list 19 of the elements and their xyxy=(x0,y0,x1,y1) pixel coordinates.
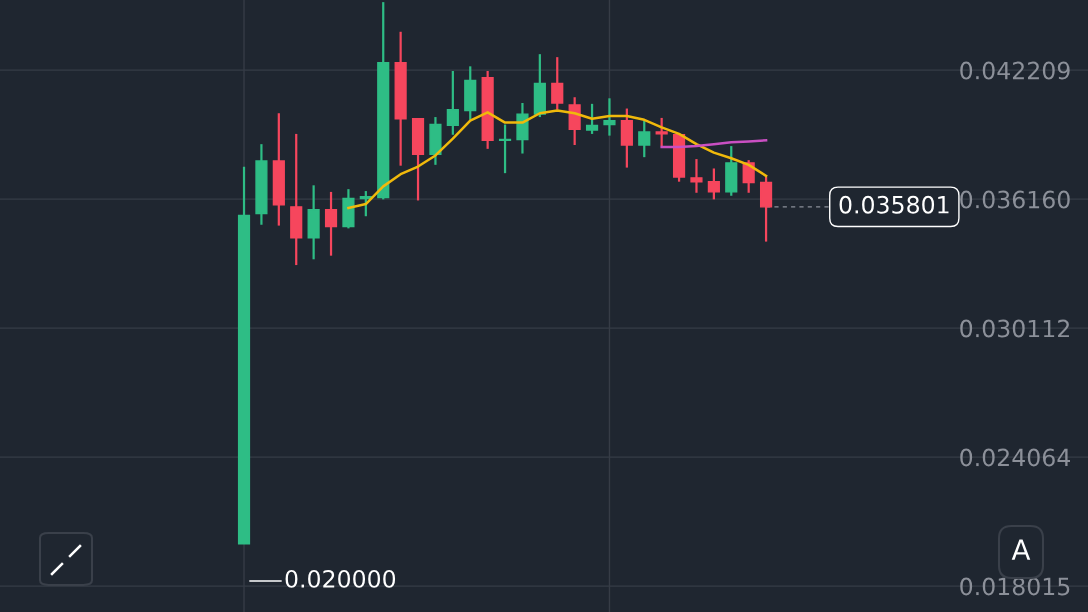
candlestick xyxy=(707,167,720,201)
candlestick xyxy=(324,190,338,257)
y-tick-label: 0.024064 xyxy=(960,448,1071,467)
candlestick xyxy=(585,102,599,136)
candlestick xyxy=(655,116,668,148)
candlestick xyxy=(690,157,703,194)
candlestick xyxy=(551,56,564,111)
y-tick-label: 0.036160 xyxy=(960,190,1070,209)
y-tick-label: 0.018015 xyxy=(960,577,1070,596)
line-series xyxy=(660,139,768,149)
annotation: 0.020000 xyxy=(285,569,396,588)
y-tick-label: 0.030112 xyxy=(960,319,1069,338)
annotation: A xyxy=(1011,539,1031,560)
ref-line-label: 0.035801 xyxy=(839,195,949,214)
y-tick-label: 0.042209 xyxy=(960,61,1070,80)
candlestick xyxy=(603,97,616,137)
candlestick xyxy=(498,123,512,175)
candlestick xyxy=(638,119,651,159)
candlestick xyxy=(446,69,459,136)
